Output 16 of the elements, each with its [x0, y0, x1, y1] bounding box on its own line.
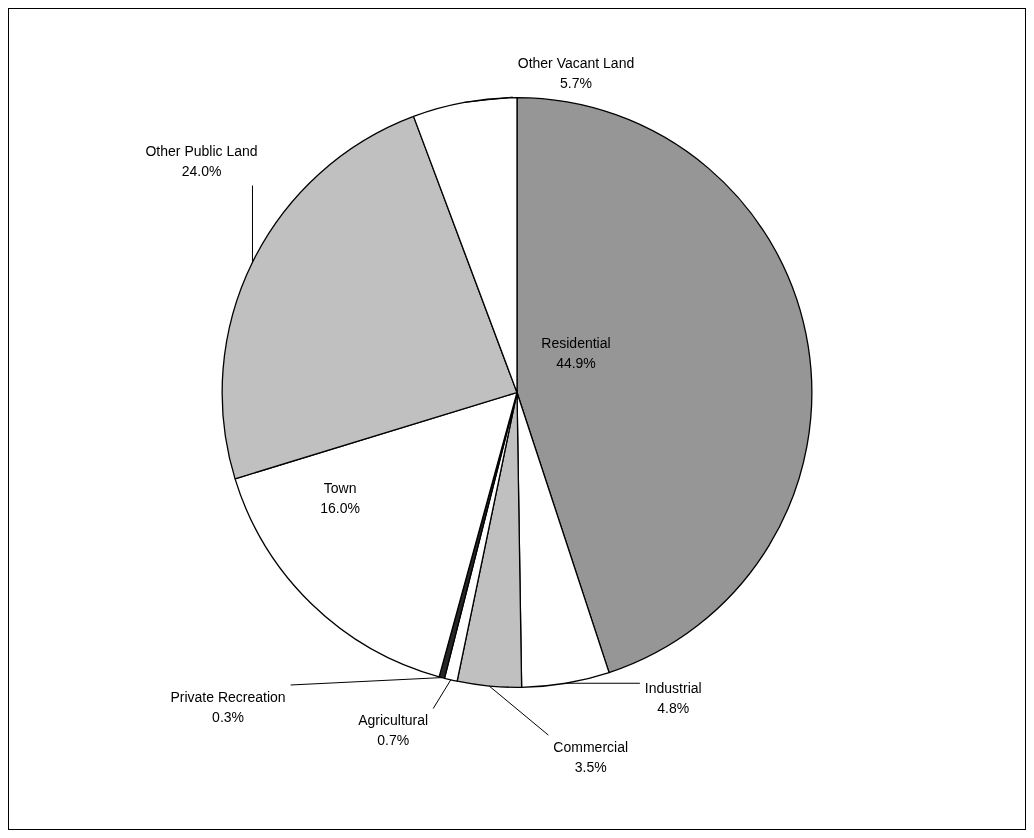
data-label: 44.9%	[556, 355, 596, 372]
slice-label: Other Public Land	[145, 143, 258, 160]
slice-label: Private Recreation	[170, 688, 286, 705]
data-label: 3.5%	[574, 758, 607, 775]
data-label: 0.7%	[377, 732, 410, 749]
data-label: 5.7%	[560, 74, 592, 91]
slice-label: Town	[323, 479, 357, 496]
data-label: 16.0%	[320, 499, 360, 516]
slice-label: Agricultural	[358, 712, 429, 729]
data-label: 0.3%	[212, 708, 245, 725]
slice-label: Industrial	[644, 680, 702, 696]
slice-label: Commercial	[553, 738, 629, 755]
slice-label: Other Vacant Land	[517, 54, 635, 71]
data-label: 24.0%	[181, 163, 222, 180]
slice-label: Residential	[541, 335, 611, 352]
data-label: 4.8%	[657, 700, 690, 716]
